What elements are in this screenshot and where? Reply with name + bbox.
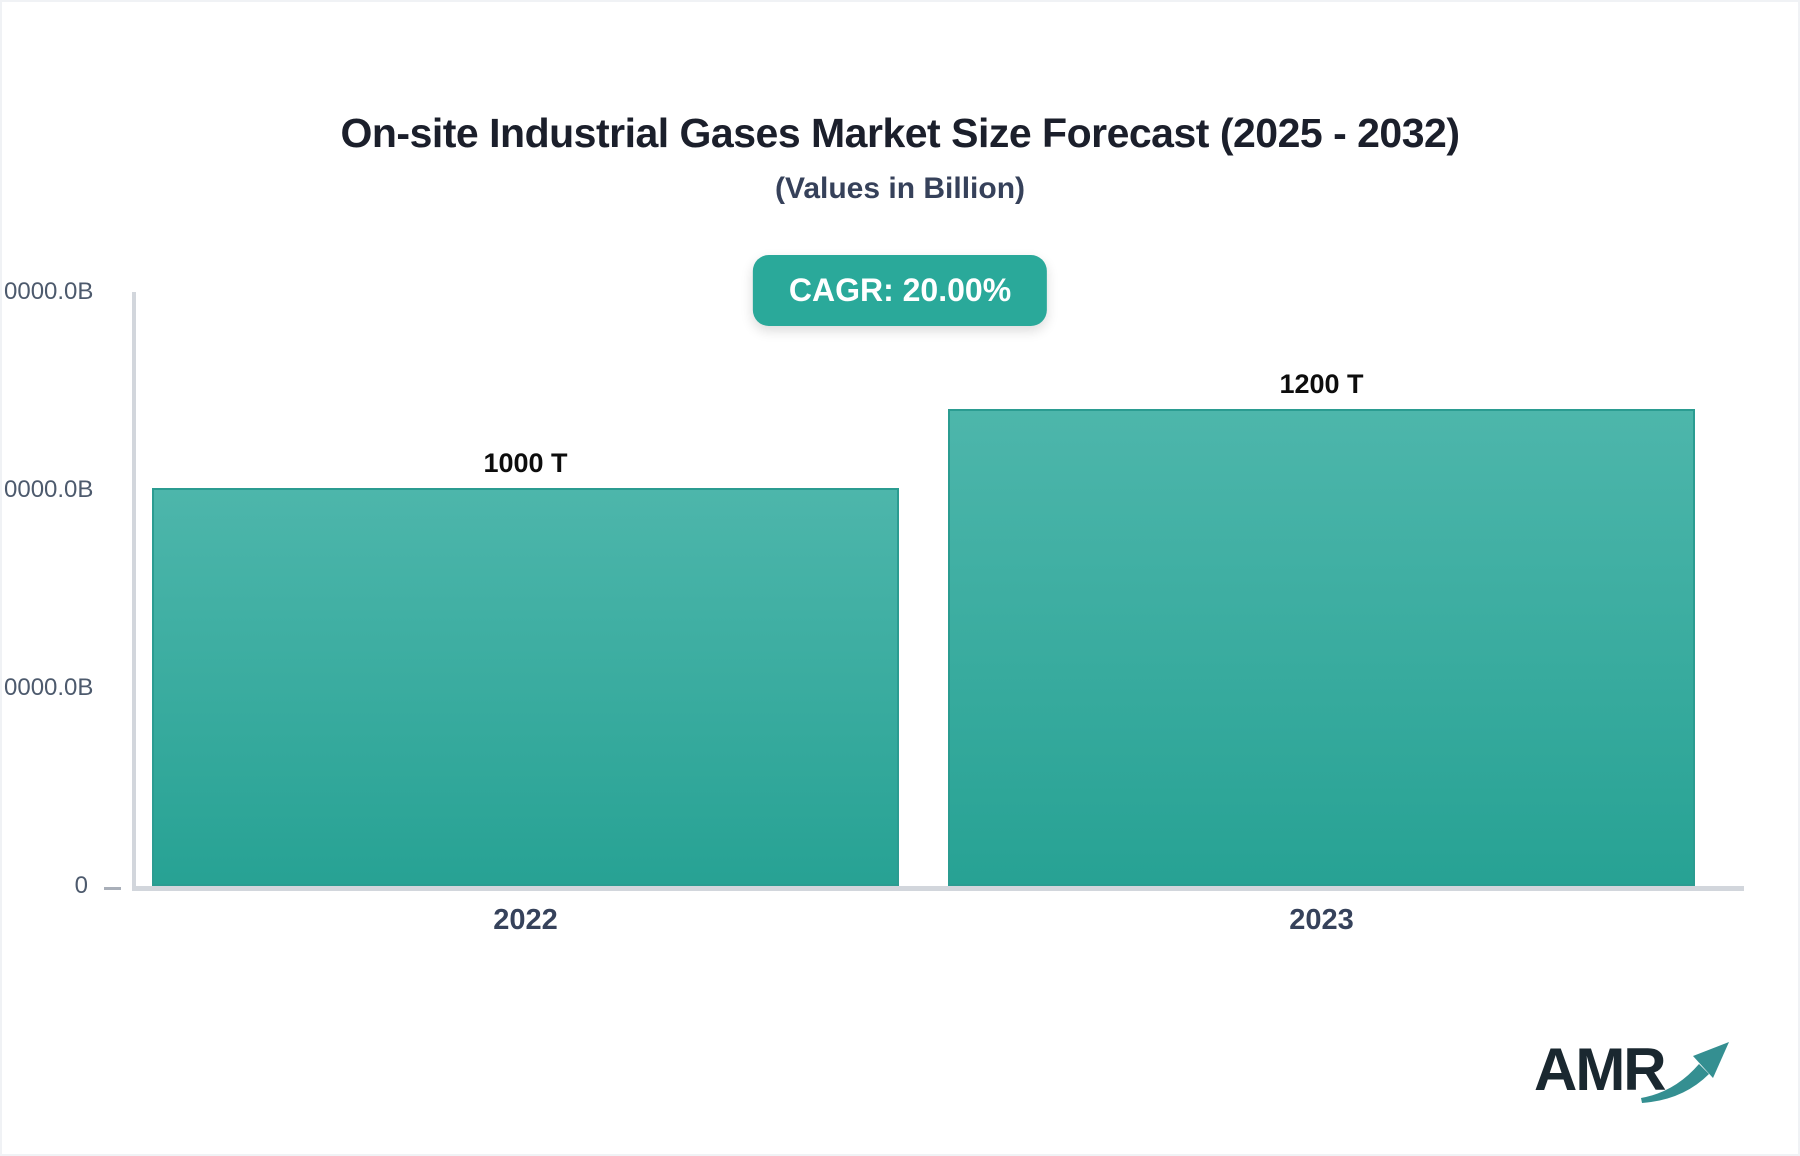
amr-logo-text: AMR (1534, 1036, 1667, 1103)
y-axis-line (132, 292, 136, 890)
bar-2023 (948, 409, 1695, 886)
x-axis-label: 2023 (1289, 904, 1354, 936)
amr-logo: AMR (1534, 1040, 1744, 1120)
bar-2022 (152, 488, 899, 886)
y-tick-label: 0 (74, 872, 88, 899)
x-axis-line (132, 886, 1744, 891)
bar-value-label: 1000 T (483, 448, 568, 478)
x-axis-label: 2022 (493, 904, 558, 936)
growth-arrow-icon (1641, 1042, 1729, 1103)
page-subtitle: (Values in Billion) (774, 172, 1026, 205)
y-tick-label: 0000.0B (4, 476, 94, 503)
axis-tick (104, 887, 121, 890)
page-title: On-site Industrial Gases Market Size For… (340, 110, 1460, 156)
y-tick-label: 0000.0B (4, 278, 94, 305)
cagr-badge: CAGR: 20.00% (752, 255, 1048, 326)
y-tick-label: 0000.0B (4, 674, 94, 701)
bar-value-label: 1200 T (1279, 369, 1364, 399)
